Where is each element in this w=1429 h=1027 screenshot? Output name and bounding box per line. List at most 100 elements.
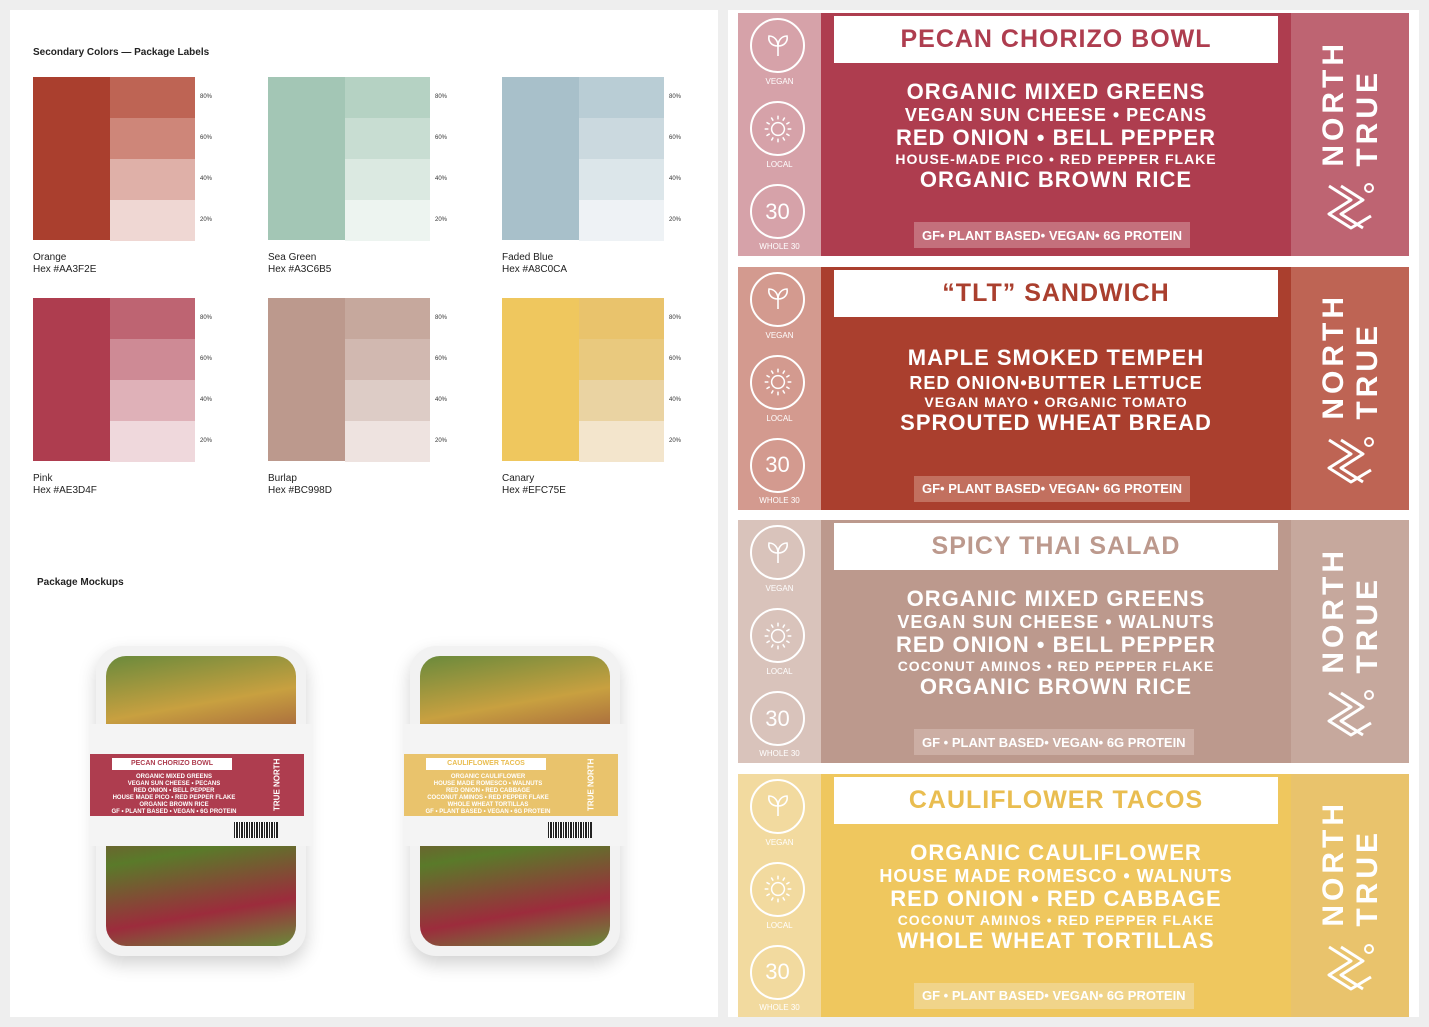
swatch-tint [345,380,430,421]
vegan-caption: VEGAN [765,330,794,340]
color-swatch: 80% 60% 40% 20% Faded Blue Hex #A8C0CA [502,77,742,287]
swatch-tint [579,421,664,462]
mini-ingredient-line: HOUSE MADE PICO • RED PEPPER FLAKE [112,795,236,801]
swatch-base-color [268,77,345,240]
swatch-tint [579,339,664,380]
brand-word-north: NORTH [1317,39,1350,167]
brand-words: NORTH TRUE [1317,40,1385,167]
swatch-base-color [33,77,110,240]
mini-ingredient-line: ORGANIC CAULIFLOWER [450,774,526,780]
tint-percent: 60% [435,356,448,362]
swatch-tint [110,118,195,159]
brand-panel: NORTH TRUE [1291,266,1409,510]
package-label: VEGAN LOCAL 30 WHOLE 30 PECAN CHORIZO BOWL OR… [738,13,1409,256]
true-north-logo-icon [1319,939,1381,997]
package-label: VEGAN LOCAL 30 WHOLE 30 CAULIFLOWER TACOS ORG… [738,773,1409,1017]
whole30-caption: WHOLE 30 [759,495,800,505]
swatch-tint [345,118,430,159]
swatch-tint [579,298,664,339]
local-caption: LOCAL [766,667,793,676]
tint-percent: 80% [200,94,213,100]
swatch-base-color [268,298,345,461]
package-sleeve: PECAN CHORIZO BOWL ORGANIC MIXED GREENS VE… [90,724,312,846]
brand-name: NORTH TRUE [1311,287,1391,427]
swatch-name-text: Burlap [268,473,297,484]
food-tray-mockup: CAULIFLOWER TACOS ORGANIC CAULIFLOWER HOUS… [404,646,626,956]
brand-words: NORTH TRUE [1317,293,1385,420]
swatch-tint [345,159,430,200]
swatch-hex-text: Hex #A8C0CA [502,264,568,275]
swatch-base-color [33,298,110,461]
ingredient-line: RED ONION • BELL PEPPER [895,632,1216,657]
brand-word-north: NORTH [1317,546,1350,674]
ingredient-line: WHOLE WHEAT TORTILLAS [897,927,1215,953]
ingredient-line: COCONUT AMINOS • RED PEPPER FLAKE [897,658,1215,674]
swatch-tint [345,298,430,339]
vegan-caption: VEGAN [765,584,794,593]
tint-percent: 20% [200,438,213,444]
color-swatch: 80% 60% 40% 20% Orange Hex #AA3F2E [33,77,273,287]
diet-tags: GF• PLANT BASED• VEGAN• 6G PROTEIN [914,222,1190,248]
whole30-icon: 30 [750,944,805,1000]
label-main-panel: PECAN CHORIZO BOWL ORGANIC MIXED GREENS VE… [821,13,1291,256]
ingredient-list: ORGANIC MIXED GREENS VEGAN SUN CHEESE • P… [821,81,1291,194]
vegan-leaf-icon [750,271,805,327]
brand-word-true: TRUE [1351,829,1384,927]
ingredient-line: SPROUTED WHEAT BREAD [900,409,1212,435]
diet-tags: GF • PLANT BASED• VEGAN• 6G PROTEIN [914,982,1194,1009]
diet-tags: GF• PLANT BASED• VEGAN• 6G PROTEIN [914,475,1190,502]
label-icon-column: VEGAN LOCAL 30 WHOLE 30 [738,266,821,510]
vegan-leaf-icon [750,18,805,73]
mini-ingredient-line: ORGANIC MIXED GREENS [135,774,212,780]
local-caption: LOCAL [766,920,793,930]
whole30-icon: 30 [750,184,805,239]
mini-ingredient-line: RED ONION • BELL PEPPER [133,788,215,794]
tint-percent: 80% [669,94,682,100]
tint-percent: 20% [669,217,682,223]
ingredient-line: RED ONION • RED CABBAGE [890,885,1222,911]
brand-word-true: TRUE [1351,575,1384,674]
label-board: VEGAN LOCAL 30 WHOLE 30 PECAN CHORIZO BOWL OR… [728,10,1419,1017]
label-title: CAULIFLOWER TACOS [834,776,1278,824]
mini-ingredient-line: ORGANIC BROWN RICE [139,802,209,808]
brand-word-north: NORTH [1317,293,1350,420]
swatch-tint [110,200,195,241]
brand-panel: NORTH TRUE [1291,520,1409,763]
swatch-tint [110,380,195,421]
tint-percent: 20% [669,438,682,444]
whole30-caption: WHOLE 30 [759,749,800,758]
brand-name: NORTH TRUE [1311,794,1391,934]
true-north-logo-icon [1319,178,1381,236]
mini-ingredient-line: COCONUT AMINOS • RED PEPPER FLAKE [427,795,549,801]
diet-tags: GF • PLANT BASED• VEGAN• 6G PROTEIN [914,729,1194,755]
ingredient-line: HOUSE-MADE PICO • RED PEPPER FLAKE [895,151,1217,167]
tint-percent: 80% [669,315,682,321]
barcode-icon [548,822,592,838]
swatch-tint [345,200,430,241]
label-icon-column: VEGAN LOCAL 30 WHOLE 30 [738,520,821,763]
brand-words: NORTH TRUE [1317,547,1385,674]
ingredient-line: COCONUT AMINOS • RED PEPPER FLAKE [897,911,1215,928]
ingredient-list: ORGANIC CAULIFLOWER HOUSE MADE ROMESCO • … [821,841,1291,955]
swatch-name-text: Faded Blue [502,252,554,263]
swatch-tint [579,118,664,159]
mini-package-label: PECAN CHORIZO BOWL ORGANIC MIXED GREENS VE… [90,754,304,816]
label-title: PECAN CHORIZO BOWL [834,16,1278,63]
swatch-hex-text: Hex #AE3D4F [33,485,97,496]
tint-percent: 60% [669,135,682,141]
swatch-tint [579,159,664,200]
swatch-name-text: Pink [33,473,53,484]
true-north-logo-icon [1319,432,1381,490]
ingredient-line: VEGAN SUN CHEESE • WALNUTS [897,612,1215,632]
color-swatch: 80% 60% 40% 20% Canary Hex #EFC75E [502,298,742,508]
label-icon-column: VEGAN LOCAL 30 WHOLE 30 [738,13,821,256]
swatch-tint [110,298,195,339]
ingredient-line: ORGANIC MIXED GREENS [906,586,1206,611]
brand-word-true: TRUE [1351,68,1384,167]
tint-percent: 20% [435,438,448,444]
label-title: “TLT” SANDWICH [834,269,1278,317]
tint-percent: 60% [200,135,213,141]
color-swatch: 80% 60% 40% 20% Sea Green Hex #A3C6B5 [268,77,508,287]
whole30-icon: 30 [750,691,805,746]
brand-panel: NORTH TRUE [1291,773,1409,1017]
